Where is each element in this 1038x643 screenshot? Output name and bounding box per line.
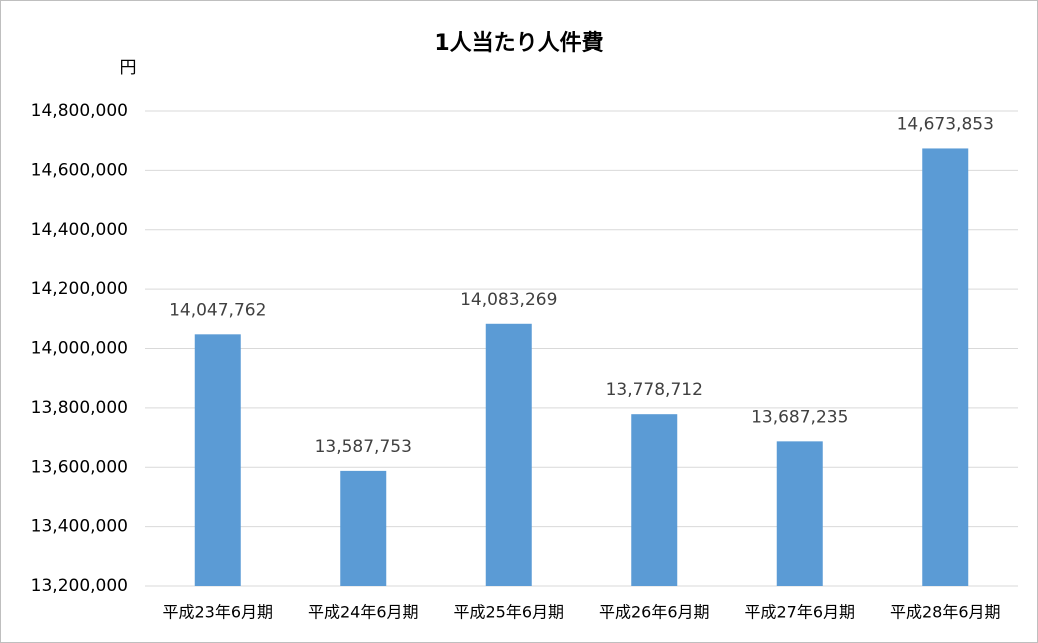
x-tick-label: 平成27年6月期 [744,603,855,622]
value-label: 13,587,753 [315,437,412,457]
y-tick-label: 14,800,000 [31,101,128,121]
value-label: 14,047,762 [169,300,266,320]
bar [922,148,969,586]
y-tick-label: 13,400,000 [31,517,128,537]
bar [340,470,387,586]
x-tick-label: 平成26年6月期 [599,603,710,622]
x-tick-label: 平成23年6月期 [162,603,273,622]
y-tick-label: 14,600,000 [31,160,128,180]
bar [194,334,241,586]
y-tick-label: 14,400,000 [31,220,128,240]
y-tick-label: 14,200,000 [31,279,128,299]
y-axis-unit: 円 [120,58,137,78]
value-label: 13,687,235 [751,407,848,427]
x-tick-label: 平成25年6月期 [453,603,564,622]
x-tick-label: 平成28年6月期 [890,603,1001,622]
y-tick-label: 13,200,000 [31,576,128,596]
bar [631,414,678,586]
value-label: 14,673,853 [897,114,994,134]
y-tick-label: 13,800,000 [31,398,128,418]
y-tick-label: 14,000,000 [31,339,128,359]
value-label: 14,083,269 [460,290,557,310]
bar [485,323,532,586]
y-tick-label: 13,600,000 [31,457,128,477]
value-label: 13,778,712 [606,380,703,400]
x-tick-label: 平成24年6月期 [308,603,419,622]
bar [776,441,823,586]
chart-title: 1人当たり人件費 [434,31,603,56]
